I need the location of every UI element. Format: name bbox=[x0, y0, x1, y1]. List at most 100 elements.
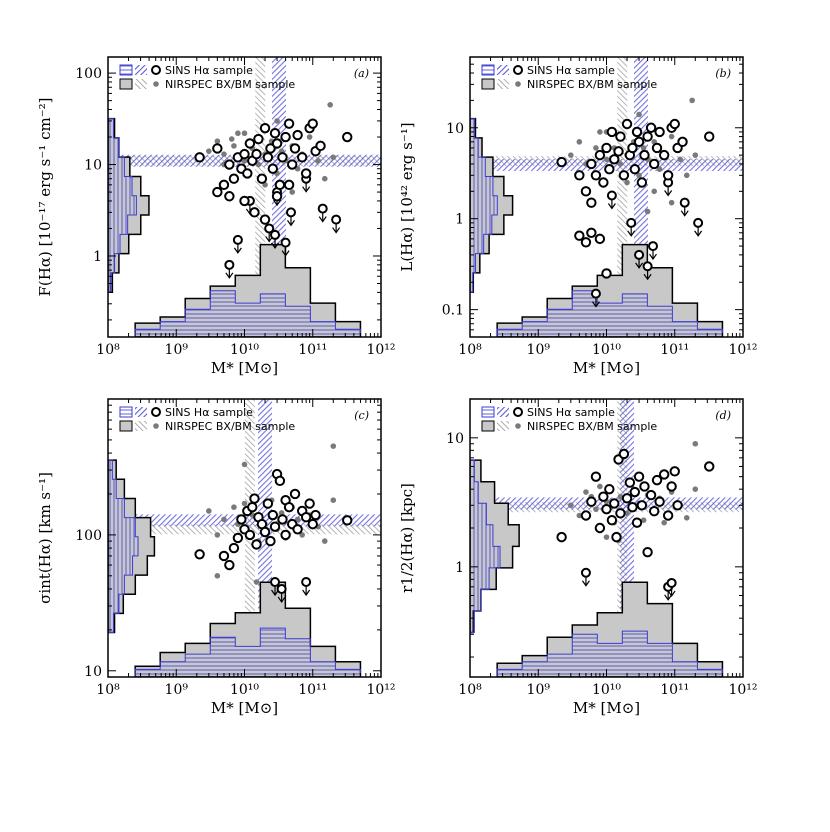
y-tick-label: 10 bbox=[84, 664, 102, 680]
nirspec-point bbox=[214, 572, 221, 579]
sins-point bbox=[247, 501, 258, 513]
sins-point bbox=[289, 143, 301, 154]
legend-sins-label: SINS Hα sample bbox=[527, 64, 615, 77]
x-tick-label: 10⁸ bbox=[458, 682, 482, 698]
y-tick-label: 1 bbox=[455, 560, 464, 576]
sins-point bbox=[631, 517, 643, 528]
sins-point bbox=[629, 486, 641, 498]
sins-point bbox=[256, 173, 268, 184]
sins-point bbox=[342, 515, 353, 526]
nirspec-point bbox=[640, 517, 647, 523]
sins-point bbox=[300, 168, 312, 179]
y-tick-label: 10 bbox=[446, 431, 464, 447]
sins-upper-limit bbox=[232, 234, 243, 254]
sins-point bbox=[283, 118, 295, 129]
nirspec-point bbox=[692, 440, 699, 447]
nirspec-point bbox=[206, 148, 212, 154]
x-axis-title: M* [M⊙] bbox=[573, 699, 640, 717]
sins-point bbox=[224, 191, 235, 202]
sins-point bbox=[649, 505, 660, 517]
sins-point bbox=[574, 170, 585, 181]
y-axis-title: L(Hα) [10⁴² erg s⁻¹] bbox=[398, 122, 416, 271]
sins-point bbox=[262, 152, 274, 163]
sins-mass-histogram bbox=[496, 630, 723, 677]
legend-sins-band-swatch bbox=[135, 65, 147, 75]
y-tick-label: 1 bbox=[455, 212, 464, 228]
nirspec-point bbox=[636, 172, 642, 179]
sins-point bbox=[269, 521, 281, 532]
x-tick-label: 10⁸ bbox=[96, 342, 120, 358]
x-tick-label: 10¹¹ bbox=[660, 342, 689, 358]
sins-point bbox=[621, 493, 633, 504]
sins-point bbox=[642, 131, 653, 142]
sins-point bbox=[586, 158, 597, 170]
legend-sins-marker bbox=[513, 65, 523, 75]
legend-nirspec-band-swatch bbox=[497, 421, 509, 431]
sins-upper-limit bbox=[606, 190, 617, 210]
sins-point bbox=[611, 531, 622, 543]
sins-point bbox=[580, 510, 592, 521]
nirspec-point bbox=[330, 154, 337, 161]
sins-upper-limit bbox=[666, 577, 677, 598]
legend-nirspec-label: NIRSPEC BX/BM sample bbox=[527, 420, 657, 433]
legend-nirspec-histogram-swatch bbox=[119, 78, 133, 90]
x-tick-label: 10⁹ bbox=[165, 682, 189, 698]
nirspec-point bbox=[241, 461, 248, 468]
sins-point bbox=[283, 501, 295, 513]
nirspec-point bbox=[692, 152, 699, 158]
sins-point bbox=[580, 186, 592, 197]
sins-y-histogram bbox=[108, 118, 137, 293]
sins-point bbox=[239, 148, 250, 160]
nirspec-point bbox=[640, 145, 647, 151]
sins-point bbox=[631, 126, 643, 138]
nirspec-point bbox=[253, 579, 260, 585]
nirspec-point bbox=[576, 139, 583, 145]
sins-point bbox=[618, 448, 630, 460]
sins-point bbox=[633, 136, 645, 148]
sins-upper-limit bbox=[280, 237, 291, 257]
x-tick-label: 10¹² bbox=[728, 682, 757, 698]
nirspec-point bbox=[597, 483, 603, 490]
sins-upper-limit bbox=[634, 249, 645, 269]
sins-upper-limit bbox=[285, 207, 296, 227]
x-axis-title: M* [M⊙] bbox=[211, 359, 278, 377]
sins-point bbox=[292, 129, 303, 141]
sins-upper-limit bbox=[264, 223, 275, 243]
y-axis-title: σint(Hα) [km s⁻¹] bbox=[36, 472, 54, 604]
x-tick-label: 10⁹ bbox=[165, 342, 189, 358]
sins-point bbox=[259, 122, 271, 134]
legend-sins-histogram-swatch bbox=[119, 406, 133, 418]
nirspec-point bbox=[241, 500, 248, 507]
sins-mass-histogram bbox=[134, 627, 361, 677]
legend-sins-label: SINS Hα sample bbox=[165, 406, 253, 419]
sins-point bbox=[296, 152, 308, 163]
sins-point bbox=[274, 475, 286, 487]
x-tick-label: 10¹⁰ bbox=[230, 682, 259, 698]
sins-point bbox=[236, 514, 247, 525]
sins-upper-limit bbox=[647, 241, 658, 261]
nirspec-point bbox=[206, 508, 212, 514]
nirspec-point bbox=[683, 514, 690, 521]
sins-upper-limit bbox=[663, 177, 674, 197]
sins-upper-limit bbox=[626, 217, 637, 237]
sins-point bbox=[633, 471, 645, 482]
sins-upper-limit bbox=[331, 214, 342, 234]
sins-point bbox=[636, 177, 648, 188]
nirspec-point bbox=[315, 157, 321, 164]
plot-area bbox=[108, 399, 381, 677]
sins-point bbox=[594, 149, 606, 161]
legend-nirspec-marker bbox=[515, 81, 521, 87]
sins-point bbox=[662, 510, 674, 521]
sins-point bbox=[292, 524, 303, 535]
nirspec-point bbox=[624, 510, 630, 517]
nirspec-point bbox=[576, 512, 583, 519]
sins-point bbox=[556, 156, 567, 168]
sins-point bbox=[704, 131, 715, 142]
legend-nirspec-histogram-swatch bbox=[119, 420, 133, 432]
sins-point bbox=[262, 498, 274, 509]
sins-point bbox=[590, 170, 602, 181]
